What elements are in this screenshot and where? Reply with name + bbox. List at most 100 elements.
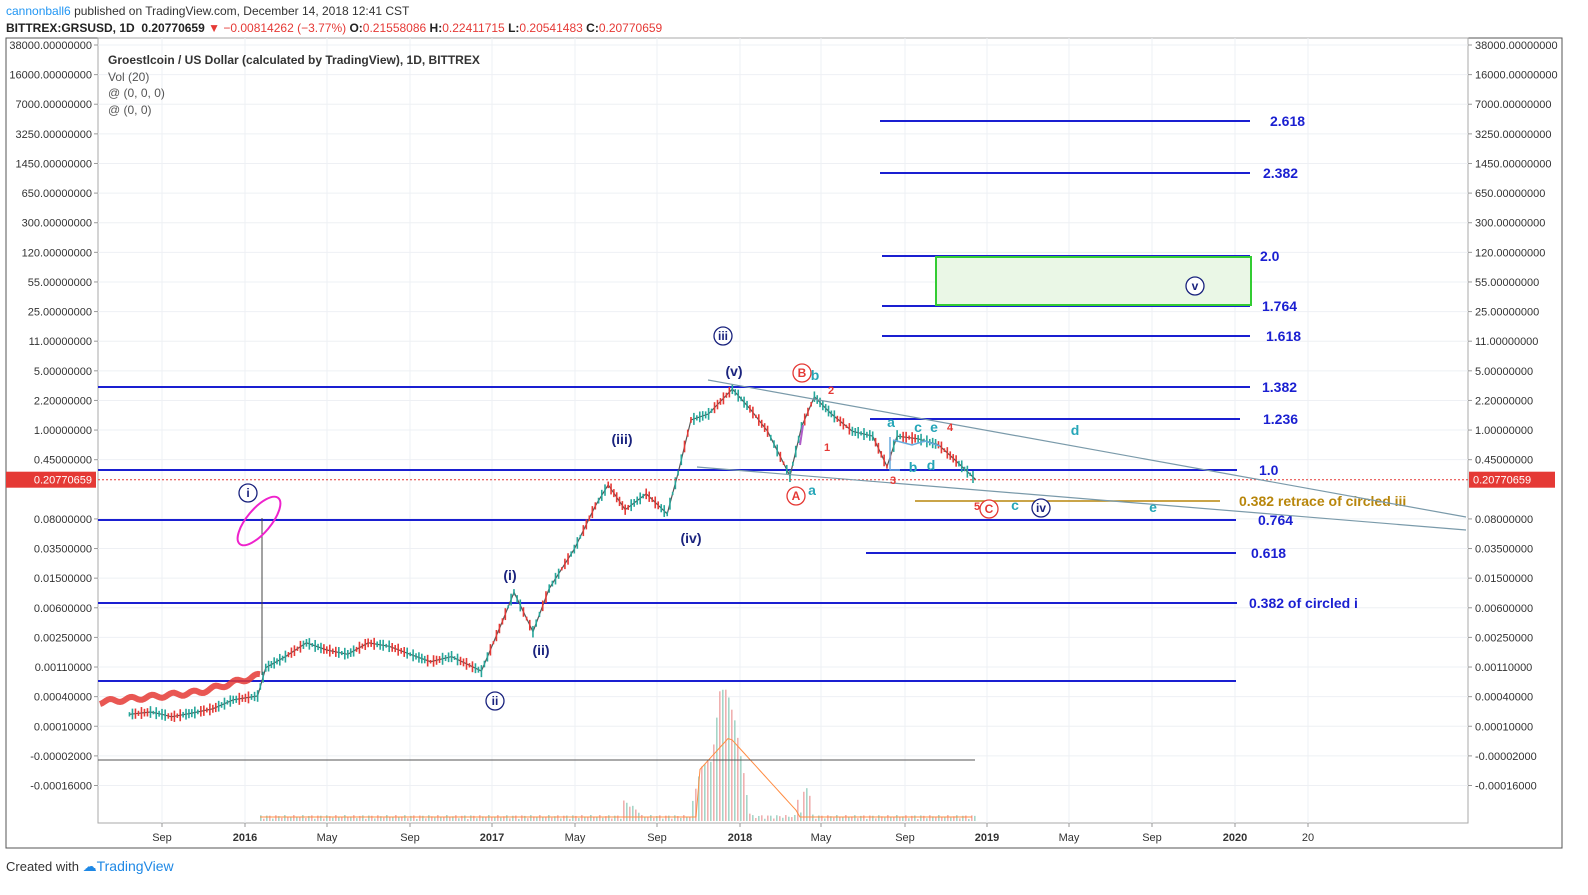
wave-label: e	[930, 419, 938, 435]
volume-bar	[689, 817, 691, 821]
volume-bar	[503, 816, 505, 821]
created-with-text: Created with	[6, 859, 79, 874]
volume-bar	[920, 815, 922, 821]
candle	[323, 644, 325, 654]
candle	[376, 641, 378, 648]
candle	[613, 489, 615, 498]
volume-bar	[422, 815, 424, 821]
candle	[212, 704, 214, 713]
tradingview-brand[interactable]: TradingView	[96, 858, 174, 874]
candle	[969, 472, 971, 477]
candle	[253, 691, 256, 702]
volume-bar	[551, 817, 553, 821]
candle	[621, 501, 624, 510]
volume-bar	[356, 818, 358, 821]
candle	[588, 515, 591, 522]
volume-bar	[272, 818, 274, 821]
candle	[241, 694, 244, 702]
price-series	[98, 384, 1468, 722]
fib-label: 0.764	[1258, 512, 1293, 528]
candle	[886, 464, 888, 469]
candle	[800, 422, 803, 433]
candle	[690, 417, 692, 423]
volume-bar	[434, 817, 436, 821]
volume-bar	[893, 816, 895, 821]
author-link[interactable]: cannonball6	[6, 4, 71, 18]
legend-indicator-2: @ (0, 0)	[108, 102, 152, 117]
candle	[264, 663, 267, 672]
volume-bar	[377, 815, 379, 821]
volume-bar	[959, 818, 961, 821]
volume-bar	[605, 816, 607, 821]
volume-bar	[617, 815, 619, 821]
y-tick-label-left: 300.00000000	[22, 218, 92, 230]
y-tick-label-left: 55.00000000	[28, 277, 92, 289]
volume-bar	[830, 816, 832, 821]
y-tick-label-left: 11.00000000	[29, 336, 92, 348]
candle	[917, 435, 919, 443]
volume-bar	[611, 818, 613, 821]
candle	[314, 639, 316, 652]
volume-bar	[311, 815, 313, 821]
volume-bar	[818, 815, 820, 821]
volume-bar	[584, 816, 586, 821]
wave-label: i	[246, 486, 249, 500]
volume-bar	[599, 815, 601, 821]
volume-bar	[836, 815, 838, 821]
volume-bar	[428, 815, 430, 821]
volume-bar	[905, 815, 907, 821]
volume-bar	[854, 815, 856, 821]
low-label: L:	[508, 21, 520, 35]
candle	[453, 656, 456, 660]
volume-bar	[935, 817, 937, 821]
candle	[642, 493, 645, 499]
candle	[131, 708, 134, 720]
close-value: 0.20770659	[598, 21, 663, 35]
volume-bar	[911, 815, 913, 821]
volume-bar	[863, 815, 865, 821]
volume-bar	[536, 817, 538, 821]
volume-bar	[383, 817, 385, 821]
x-axis[interactable]: Sep 2016 May Sep 2017 May Sep 2018 May Sep 2019 May…	[152, 823, 1314, 844]
wave-label: (i)	[503, 567, 516, 583]
volume-bar	[350, 816, 352, 821]
candle	[223, 697, 226, 710]
current-price-label-right: 0.20770659	[1473, 475, 1531, 487]
current-price-tag-right	[1469, 471, 1555, 488]
x-tick-label: 2017	[480, 832, 504, 844]
candle	[238, 692, 241, 705]
volume-bar	[545, 816, 547, 821]
wave-label: v	[1192, 279, 1199, 293]
fib-label: 0.382 of circled i	[1249, 595, 1358, 611]
volume-bar	[344, 815, 346, 821]
volume-bar	[965, 815, 967, 821]
volume-bar	[896, 815, 898, 821]
candle	[438, 656, 441, 663]
candle	[648, 491, 651, 502]
candle	[287, 652, 290, 658]
x-tick-label: May	[565, 832, 586, 844]
volume-bar	[824, 818, 826, 821]
volume-bar	[485, 817, 487, 821]
candle	[538, 611, 541, 618]
candle	[299, 640, 302, 653]
x-tick-label: 2020	[1223, 832, 1247, 844]
volume-bar	[380, 816, 382, 821]
volume-bar	[524, 815, 526, 821]
candle	[940, 441, 943, 454]
fib-label: 2.618	[1270, 113, 1305, 129]
x-tick-label: May	[317, 832, 338, 844]
volume-bar	[557, 815, 559, 821]
y-axis-right[interactable]: 38000.00000000 16000.00000000 7000.0000000…	[1468, 40, 1558, 793]
candle	[532, 625, 534, 638]
volume-bar	[482, 816, 484, 821]
y-tick-label-right: 25.00000000	[1475, 307, 1539, 319]
y-axis-left[interactable]: 38000.00000000 16000.00000000 7000.0000000…	[6, 40, 98, 793]
volume-bars	[260, 689, 976, 821]
candle	[140, 707, 143, 719]
volume-bar	[458, 818, 460, 821]
volume-bar	[389, 816, 391, 821]
candle	[373, 637, 375, 650]
candle	[860, 431, 862, 436]
